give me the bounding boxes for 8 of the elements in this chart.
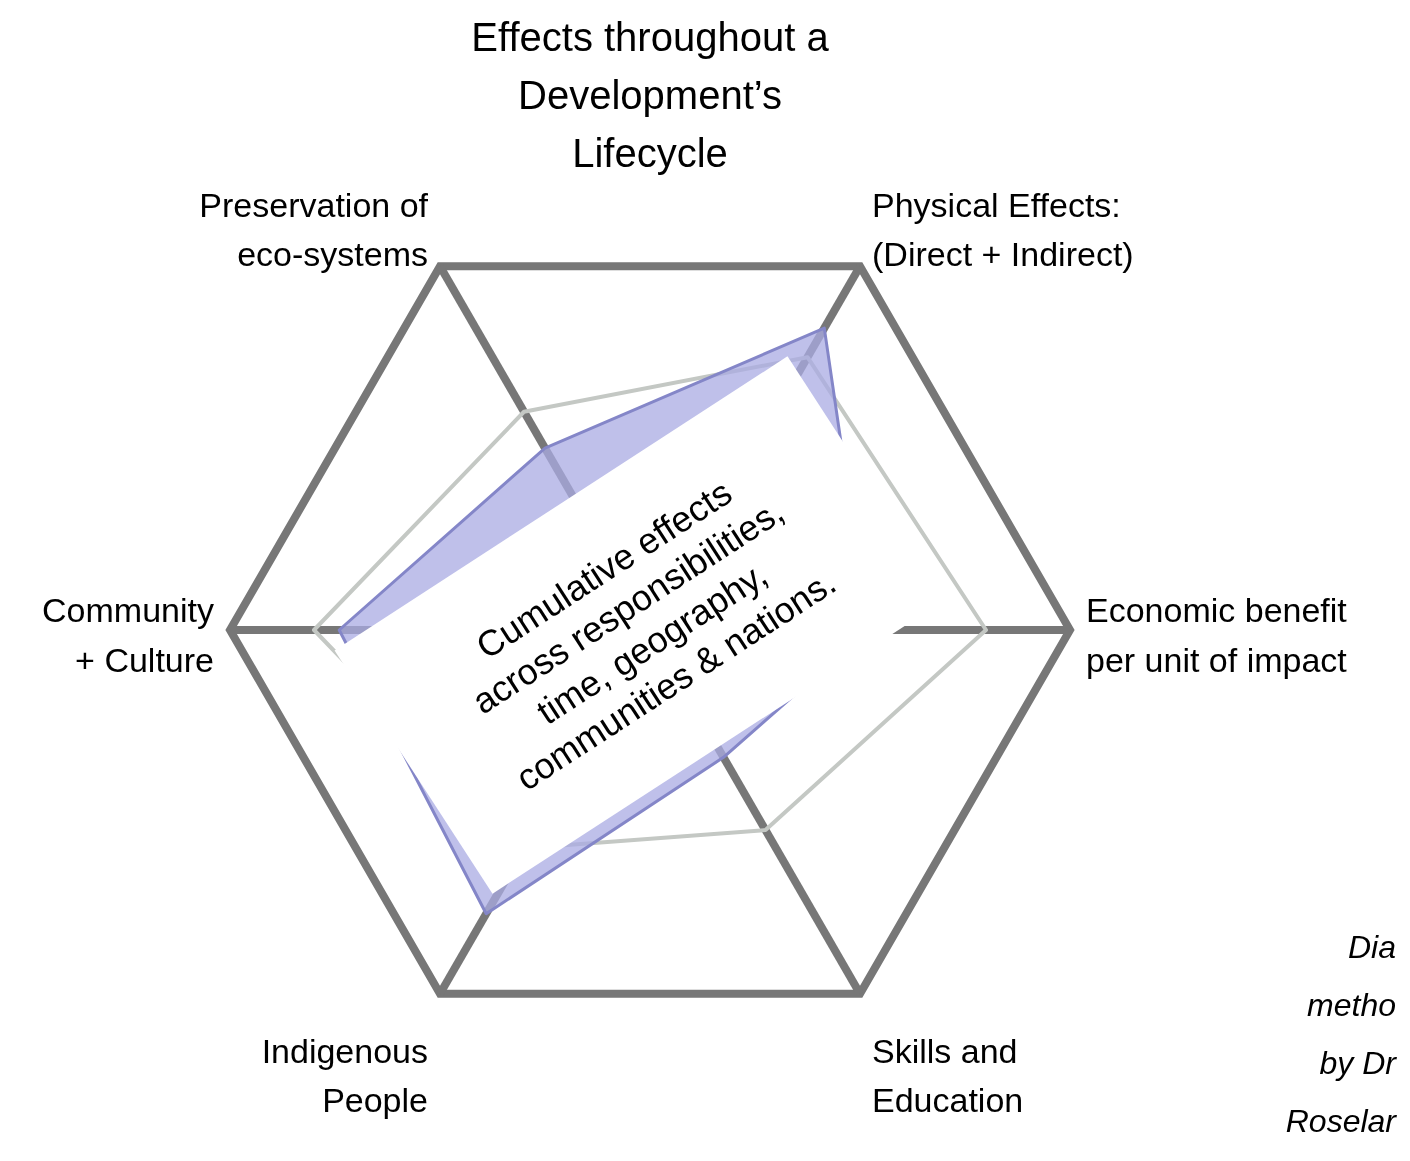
chart-title: Effects throughout a Development’s Lifecycle bbox=[470, 14, 830, 177]
spoke-label: Community + Culture bbox=[42, 591, 214, 679]
spoke-label: Indigenous People bbox=[261, 1031, 428, 1120]
spoke-label: Preservation of eco-systems bbox=[199, 185, 429, 273]
text: Dia metho by Dr Roselar bbox=[1285, 928, 1396, 1141]
spoke-label: Economic benefit per unit of impact bbox=[1086, 591, 1348, 679]
spoke-label: Skills and Education bbox=[872, 1031, 1024, 1120]
spoke-label: Physical Effects: (Direct + Indirect) bbox=[872, 185, 1134, 273]
